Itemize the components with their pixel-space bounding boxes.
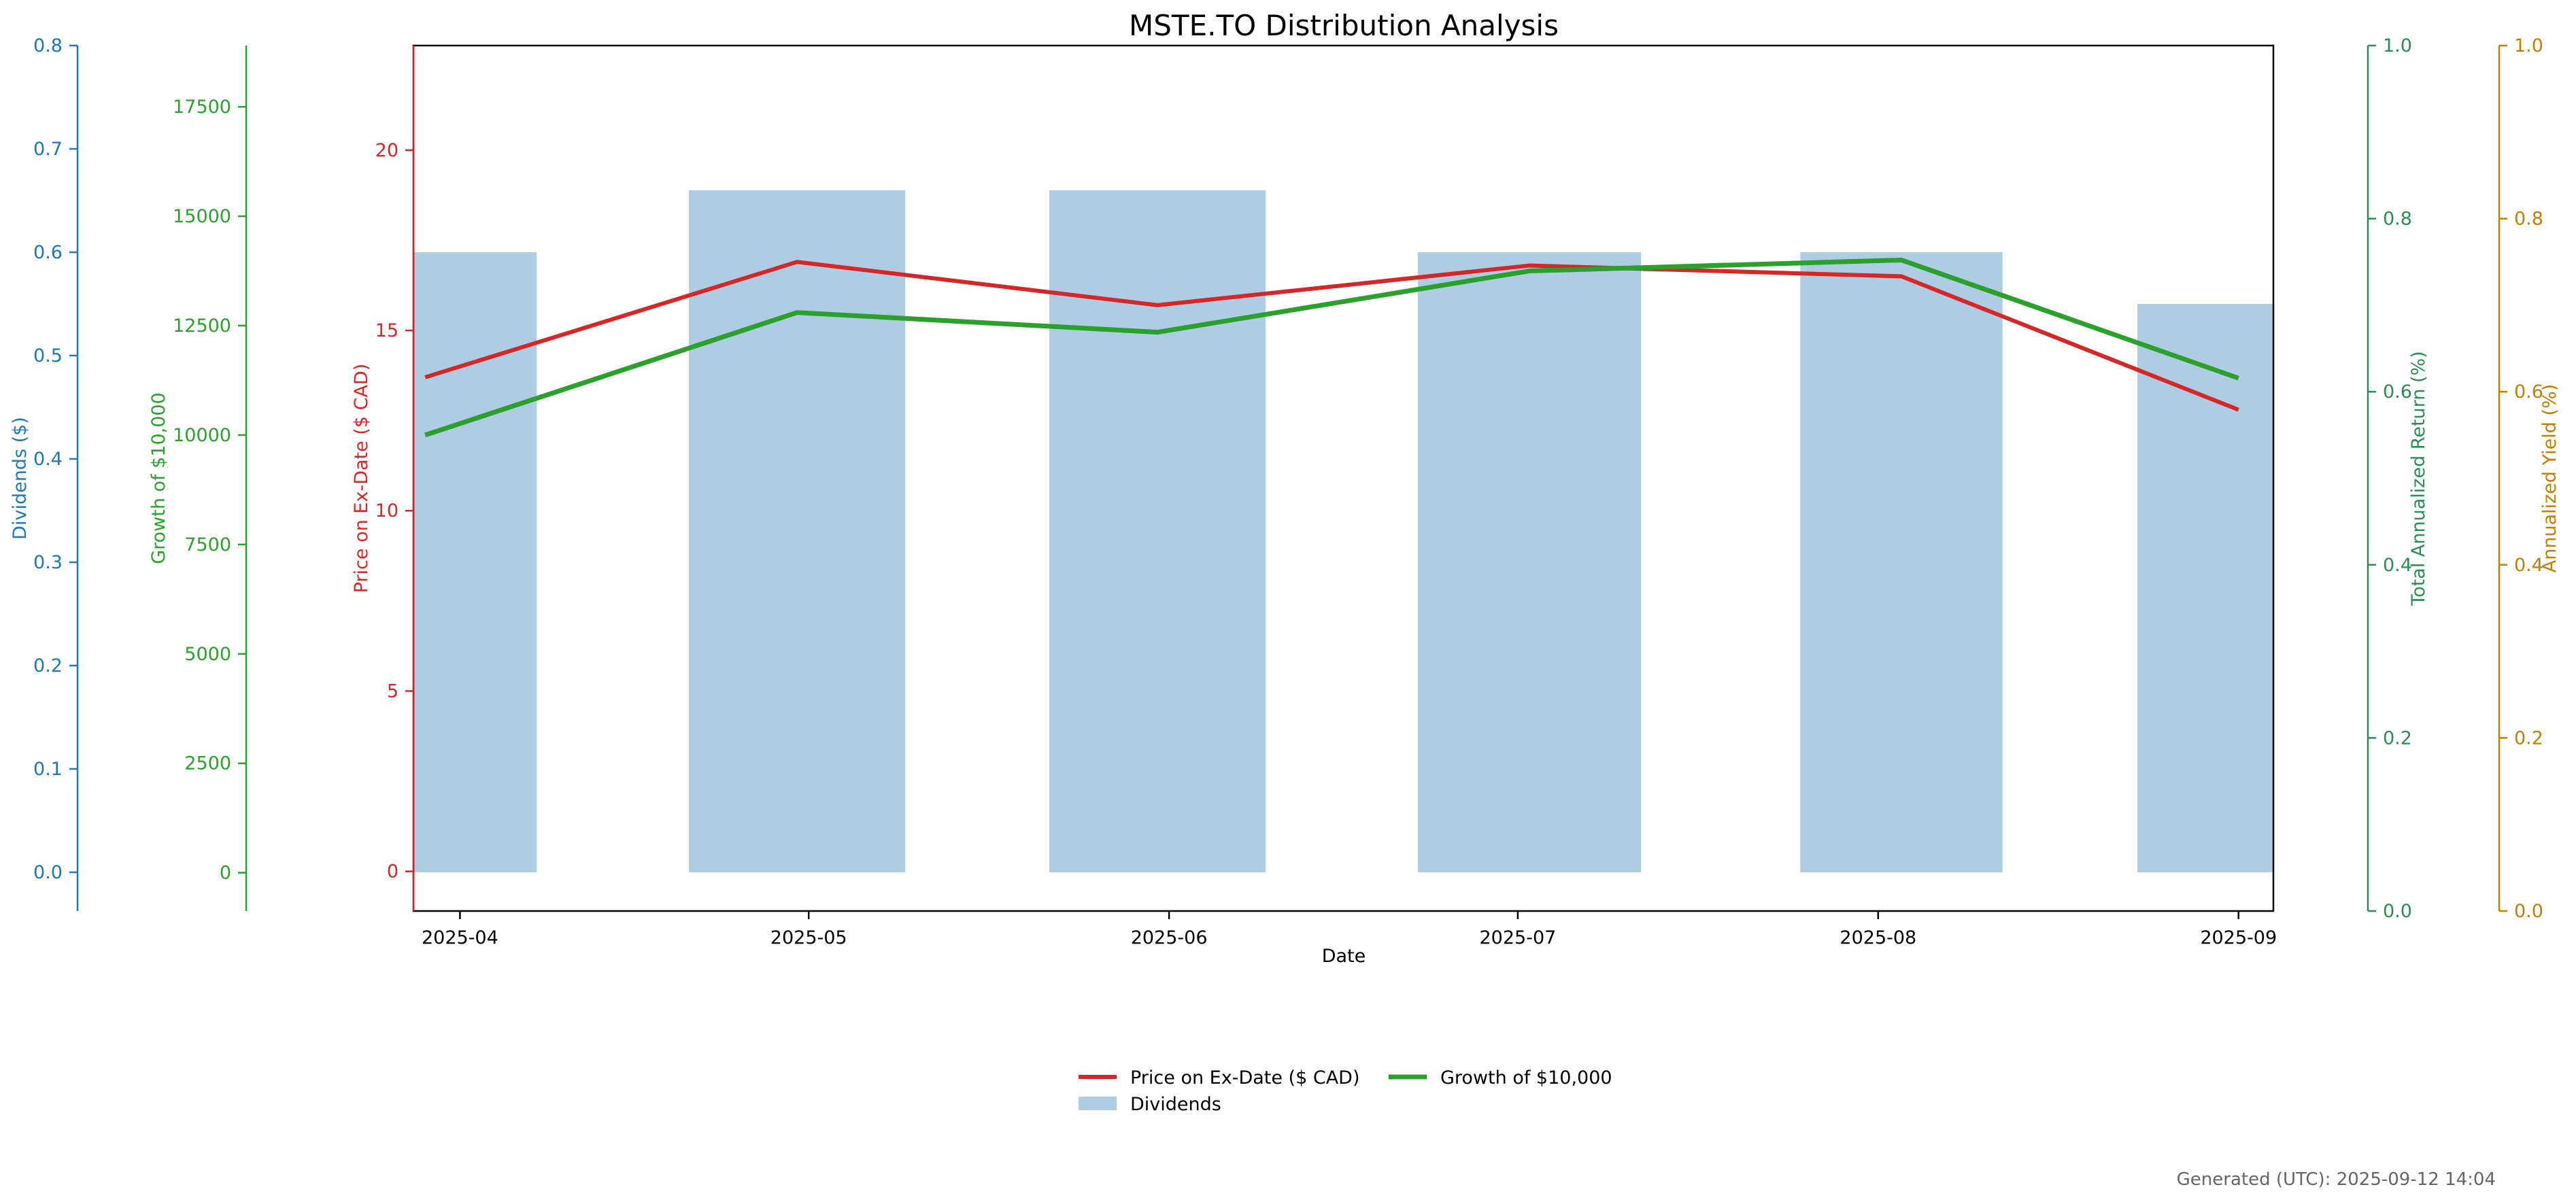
dividends-tick-label: 0.2 <box>33 655 63 676</box>
total_return-tick-label: 0.8 <box>2383 209 2412 230</box>
total_return-tick-label: 1.0 <box>2383 35 2412 56</box>
total_return-tick-label: 0.6 <box>2383 381 2412 402</box>
chart-title: MSTE.TO Distribution Analysis <box>1129 9 1559 42</box>
growth-tick-label: 2500 <box>184 753 231 774</box>
yield-axis-label: Annualized Yield (%) <box>2539 384 2560 572</box>
growth-tick-label: 12500 <box>173 315 231 337</box>
dividend-bar-2025-04-30 <box>689 190 906 872</box>
axes: 0.0 0.1 0.2 0.3 0.4 0.5 0.6 0.7 0.8 Dividends ($)… <box>10 35 2560 948</box>
dividends-tick-label: 0.4 <box>33 449 63 470</box>
dividends-tick-label: 0.3 <box>33 552 63 573</box>
legend-label-growth: Growth of $10,000 <box>1440 1067 1612 1088</box>
yield-tick-label: 0.4 <box>2514 555 2543 576</box>
x-tick-label: 2025-09 <box>2200 927 2277 948</box>
price-tick-label: 10 <box>375 500 399 521</box>
x-tick-label: 2025-08 <box>1840 927 1916 948</box>
dividend-bar-2025-09-01 <box>2137 304 2273 872</box>
dividend-bar-2025-07-02 <box>1417 252 1642 872</box>
series-lines <box>424 257 2239 438</box>
dividends-tick-label: 0.0 <box>33 862 63 883</box>
dividends-tick-label: 0.6 <box>33 242 63 263</box>
price-tick-label: 20 <box>375 140 399 161</box>
legend-label-price: Price on Ex-Date ($ CAD) <box>1130 1067 1360 1088</box>
price-line <box>424 260 2239 412</box>
total_return-tick-label: 0.0 <box>2383 901 2412 922</box>
x-tick-label: 2025-04 <box>422 927 498 948</box>
dividends-axis-label: Dividends ($) <box>10 417 31 540</box>
price-tick-label: 5 <box>387 681 399 702</box>
x-axis-label: Date <box>1322 946 1366 967</box>
dividends-tick-label: 0.7 <box>33 139 63 160</box>
legend-label-dividends: Dividends <box>1130 1094 1221 1115</box>
total_return-tick-label: 0.4 <box>2383 555 2412 576</box>
growth-axis-label: Growth of $10,000 <box>148 392 169 564</box>
yield-tick-label: 0.2 <box>2514 727 2543 749</box>
yield-tick-label: 1.0 <box>2514 35 2543 56</box>
price-tick-label: 15 <box>375 320 399 341</box>
growth-tick-label: 5000 <box>184 644 231 665</box>
dividends-tick-label: 0.8 <box>33 35 63 56</box>
price-axis-label: Price on Ex-Date ($ CAD) <box>351 364 372 594</box>
dividends-tick-label: 0.1 <box>33 759 63 780</box>
dividend-bar-2025-05-31 <box>1049 190 1266 872</box>
dividend-bar-2025-03-29 <box>414 252 537 872</box>
legend-swatch-dividends <box>1079 1097 1117 1110</box>
growth-tick-label: 10000 <box>173 425 231 446</box>
x-tick-label: 2025-05 <box>770 927 847 948</box>
total_return-axis-label: Total Annualized Return (%) <box>2408 351 2429 606</box>
dividend-bar-2025-08-03 <box>1800 252 2003 872</box>
growth-tick-label: 17500 <box>173 97 231 118</box>
dividend-bars <box>414 190 2273 872</box>
growth-line <box>424 257 2239 438</box>
dividends-tick-label: 0.5 <box>33 345 63 366</box>
total_return-tick-label: 0.2 <box>2383 727 2412 749</box>
yield-tick-label: 0.6 <box>2514 381 2543 402</box>
growth-tick-label: 0 <box>220 863 231 884</box>
yield-tick-label: 0.8 <box>2514 209 2543 230</box>
generated-timestamp: Generated (UTC): 2025-09-12 14:04 <box>2176 1169 2496 1190</box>
x-tick-label: 2025-06 <box>1131 927 1208 948</box>
x-tick-label: 2025-07 <box>1480 927 1557 948</box>
yield-tick-label: 0.0 <box>2514 901 2543 922</box>
growth-tick-label: 15000 <box>173 206 231 227</box>
price-tick-label: 0 <box>387 861 399 882</box>
growth-tick-label: 7500 <box>184 534 231 555</box>
legend: Price on Ex-Date ($ CAD) Growth of $10,00… <box>1079 1067 1612 1115</box>
